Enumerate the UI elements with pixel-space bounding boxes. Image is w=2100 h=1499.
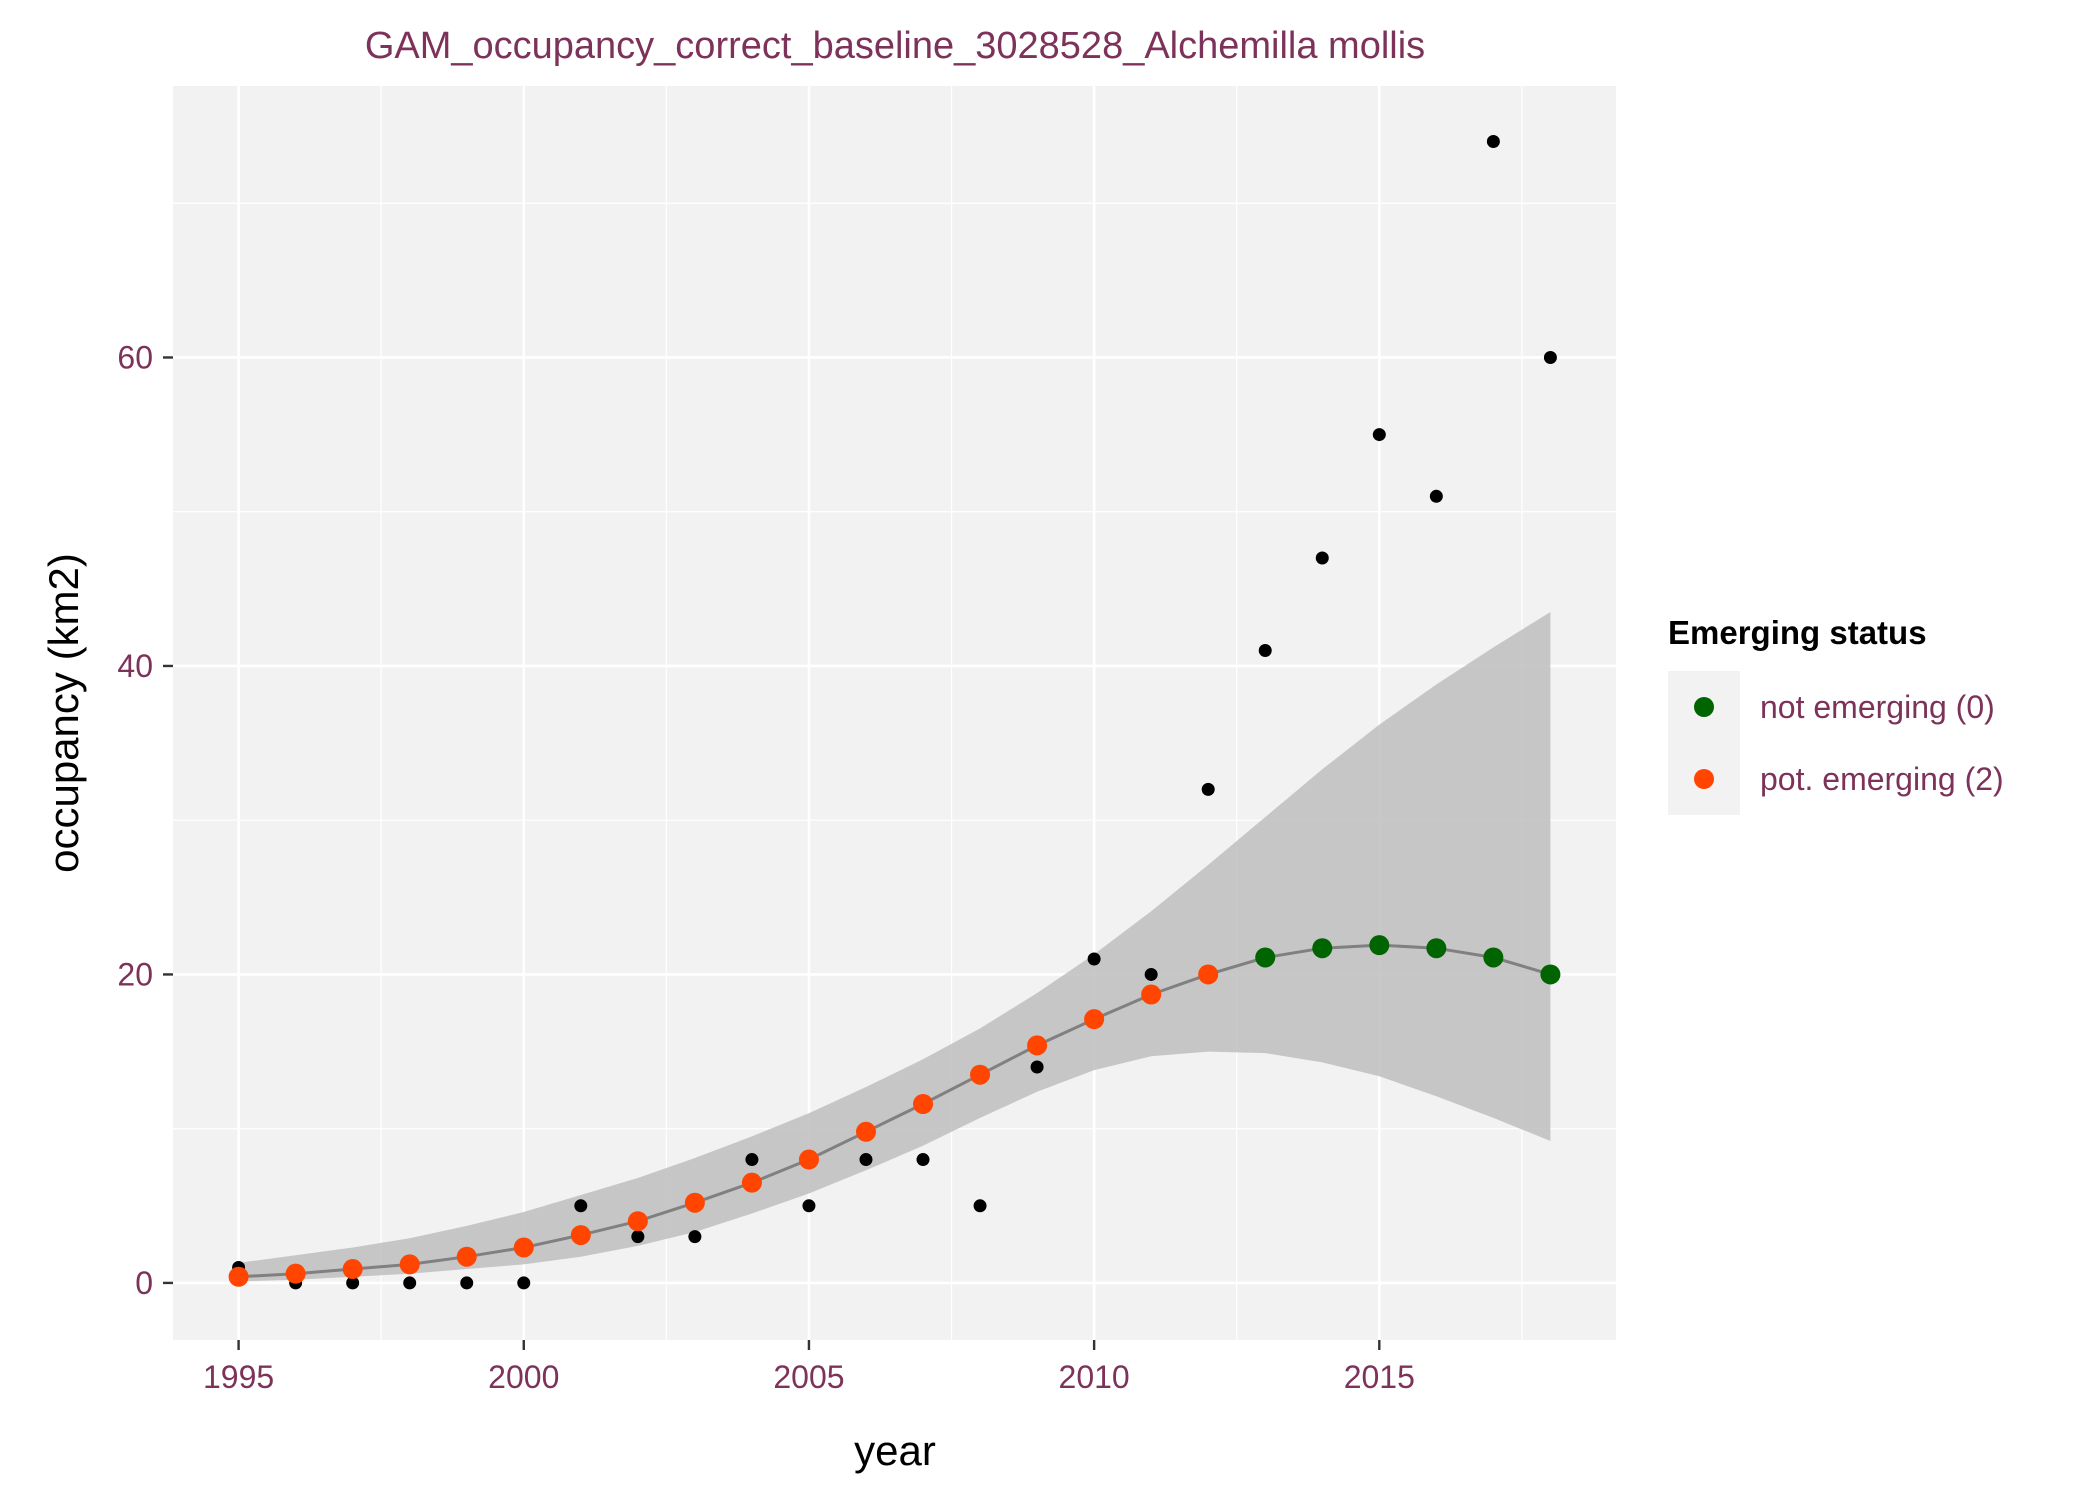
fitted-point <box>1312 938 1333 959</box>
fitted-point <box>1084 1009 1105 1030</box>
fitted-point <box>1141 984 1162 1005</box>
fitted-point <box>1540 964 1561 985</box>
x-tick-label: 1995 <box>203 1359 274 1395</box>
legend-label: not emerging (0) <box>1760 689 1995 725</box>
fitted-point <box>798 1149 819 1170</box>
observed-point <box>346 1276 360 1290</box>
observed-point <box>631 1230 645 1244</box>
observed-point <box>859 1153 873 1167</box>
chart-title: GAM_occupancy_correct_baseline_3028528_A… <box>365 25 1425 67</box>
x-tick-label: 2010 <box>1059 1359 1130 1395</box>
observed-point <box>460 1276 474 1290</box>
fitted-point <box>627 1211 648 1232</box>
legend: Emerging status not emerging (0) pot. eme… <box>1668 614 2004 815</box>
observed-point <box>517 1276 531 1290</box>
observed-point <box>1030 1060 1044 1074</box>
fitted-point <box>1255 947 1276 968</box>
fitted-point <box>342 1259 363 1280</box>
observed-point <box>745 1153 759 1167</box>
fitted-point <box>1369 935 1390 956</box>
x-tick-label: 2015 <box>1344 1359 1415 1395</box>
fitted-point <box>570 1225 591 1246</box>
observed-point <box>973 1199 987 1213</box>
fitted-point <box>513 1237 534 1258</box>
observed-point <box>916 1153 930 1167</box>
legend-swatch <box>1694 697 1714 717</box>
observed-point <box>574 1199 588 1213</box>
fitted-point <box>456 1246 477 1267</box>
observed-point <box>1258 644 1272 658</box>
confidence-band-layer <box>238 612 1551 1282</box>
legend-swatch <box>1694 769 1714 789</box>
legend-label: pot. emerging (2) <box>1760 761 2004 797</box>
observed-point <box>1144 967 1158 981</box>
observed-point <box>1543 350 1557 364</box>
y-tick-label: 40 <box>117 648 153 684</box>
fitted-point <box>285 1263 306 1284</box>
fitted-point <box>399 1254 420 1275</box>
observed-point <box>403 1276 417 1290</box>
fitted-point <box>1198 964 1219 985</box>
x-tick-label: 2000 <box>488 1359 559 1395</box>
observed-point <box>1087 952 1101 966</box>
fitted-point <box>741 1172 762 1193</box>
grid-lines <box>173 86 1616 1340</box>
legend-title: Emerging status <box>1668 614 1927 651</box>
y-axis-ticks: 0 20 40 60 <box>117 339 173 1301</box>
fitted-point <box>855 1121 876 1142</box>
fitted-point <box>913 1094 934 1115</box>
legend-key-background <box>1668 671 1740 815</box>
fitted-point <box>1027 1035 1048 1056</box>
observed-point <box>802 1199 816 1213</box>
legend-entries: not emerging (0) pot. emerging (2) <box>1694 689 2004 797</box>
fitted-point <box>1426 938 1447 959</box>
y-tick-label: 0 <box>135 1265 153 1301</box>
x-axis-title: year <box>854 1427 936 1474</box>
observed-point <box>1372 428 1386 442</box>
fitted-point <box>684 1192 705 1213</box>
observed-point <box>1486 135 1500 149</box>
observed-point <box>1315 551 1329 565</box>
fitted-point <box>970 1064 991 1085</box>
confidence-band <box>238 612 1551 1282</box>
fitted-points <box>228 935 1561 1287</box>
y-tick-label: 60 <box>117 339 153 375</box>
x-axis-ticks: 1995 2000 2005 2010 2015 <box>203 1340 1415 1395</box>
observed-point <box>1429 489 1443 503</box>
observed-point <box>688 1230 702 1244</box>
fitted-point <box>1483 947 1504 968</box>
y-tick-label: 20 <box>117 956 153 992</box>
x-tick-label: 2005 <box>773 1359 844 1395</box>
y-axis-title: occupancy (km2) <box>40 553 87 873</box>
fitted-point <box>228 1266 249 1287</box>
observed-point <box>1201 782 1215 796</box>
